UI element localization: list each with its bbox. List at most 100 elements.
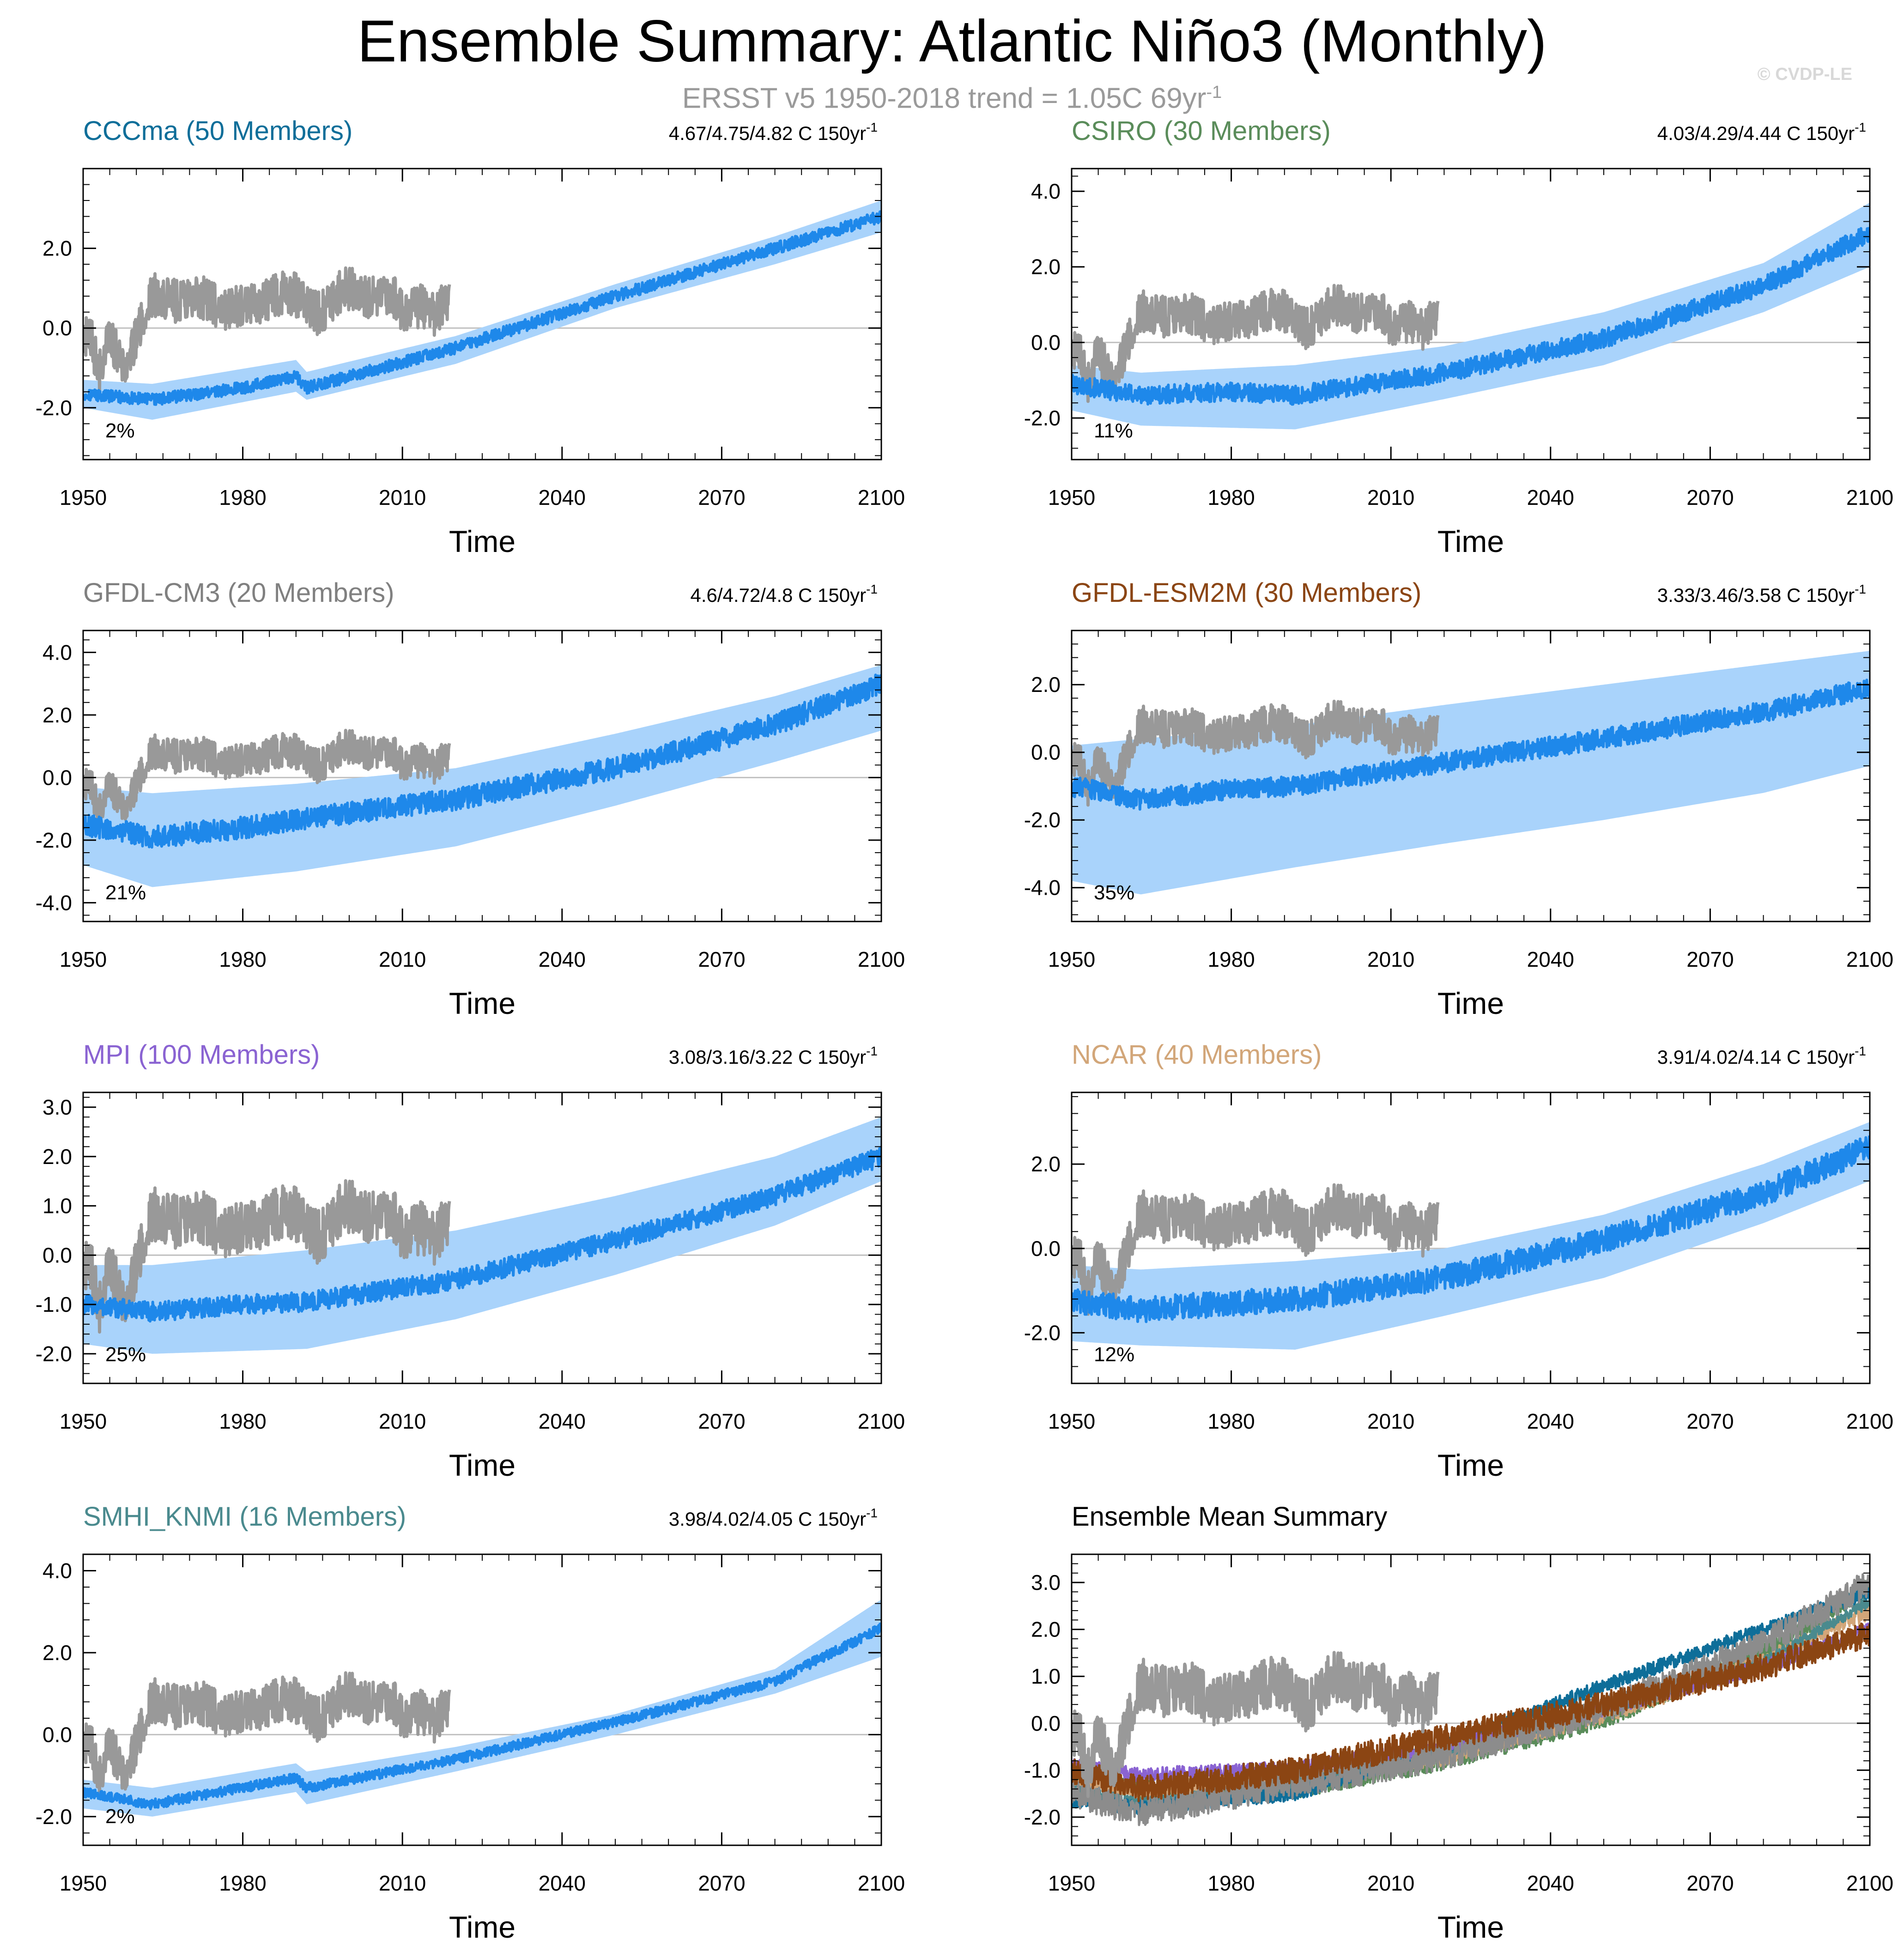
x-axis-label: Time bbox=[1437, 524, 1504, 558]
ensemble-mean-line bbox=[1072, 227, 1870, 406]
x-tick-label: 1980 bbox=[1207, 947, 1255, 971]
trend-annotation: 3.08/3.16/3.22 C 150yr-1 bbox=[669, 1044, 878, 1068]
x-tick-label: 1980 bbox=[219, 485, 266, 509]
plot-area bbox=[1072, 1573, 1870, 1826]
ensemble-mean-line bbox=[1072, 679, 1870, 811]
x-tick-label: 2010 bbox=[1367, 1409, 1414, 1433]
plot-area bbox=[1072, 651, 1870, 895]
x-tick-label: 2070 bbox=[698, 1409, 745, 1433]
y-tick-label: -2.0 bbox=[1024, 406, 1061, 430]
y-tick-label: 2.0 bbox=[1031, 673, 1061, 697]
ensemble-spread-band bbox=[1072, 651, 1870, 895]
observations-line bbox=[1072, 284, 1440, 403]
y-tick-label: 1.0 bbox=[1031, 1664, 1061, 1688]
ensemble-mean-line bbox=[83, 1147, 881, 1323]
panel-title: NCAR (40 Members) bbox=[1072, 1040, 1322, 1070]
ensemble-spread-band bbox=[83, 1117, 881, 1354]
x-tick-label: 2070 bbox=[698, 1871, 745, 1895]
x-tick-label: 2010 bbox=[379, 1409, 426, 1433]
subtitle-exponent: -1 bbox=[1206, 83, 1222, 102]
x-tick-label: 2100 bbox=[1846, 1409, 1893, 1433]
chart-panel-5: -2.0 0.0 2.0 1950 1980 2010 2040 2070 2100 Time NC… bbox=[1024, 1040, 1893, 1482]
y-tick-label: 0.0 bbox=[1031, 1237, 1061, 1261]
x-tick-label: 2010 bbox=[379, 947, 426, 971]
x-tick-label: 1950 bbox=[1048, 947, 1095, 971]
x-tick-label: 2100 bbox=[1846, 1871, 1893, 1895]
y-tick-label: -2.0 bbox=[1024, 1805, 1061, 1829]
y-tick-label: 2.0 bbox=[1031, 255, 1061, 279]
y-tick-label: 0.0 bbox=[42, 765, 72, 789]
panel-title: CSIRO (30 Members) bbox=[1072, 116, 1331, 146]
observations-line bbox=[83, 1671, 451, 1800]
y-tick-label: -1.0 bbox=[1024, 1758, 1061, 1782]
percentage-annotation: 2% bbox=[105, 419, 135, 442]
ensemble-mean-line bbox=[1072, 1135, 1870, 1323]
figure-subtitle: ERSST v5 1950-2018 trend = 1.05C 69yr-1 bbox=[0, 74, 1904, 117]
panel-title: SMHI_KNMI (16 Members) bbox=[83, 1502, 406, 1532]
x-tick-label: 2100 bbox=[1846, 485, 1893, 509]
x-tick-label: 2070 bbox=[1686, 1871, 1734, 1895]
x-tick-label: 1950 bbox=[1048, 1871, 1095, 1895]
panel-title: MPI (100 Members) bbox=[83, 1040, 320, 1070]
x-tick-label: 2010 bbox=[1367, 1871, 1414, 1895]
x-axis-label: Time bbox=[449, 1910, 515, 1944]
y-tick-label: -2.0 bbox=[36, 1805, 72, 1829]
trend-annotation: 3.91/4.02/4.14 C 150yr-1 bbox=[1657, 1044, 1866, 1068]
x-tick-label: 2070 bbox=[698, 485, 745, 509]
y-tick-label: 0.0 bbox=[42, 316, 72, 340]
y-tick-label: 0.0 bbox=[1031, 330, 1061, 354]
ensemble-spread-band bbox=[83, 1599, 881, 1817]
x-tick-label: 2100 bbox=[858, 1871, 905, 1895]
x-tick-label: 2040 bbox=[539, 947, 586, 971]
y-tick-label: -4.0 bbox=[36, 891, 72, 915]
x-tick-label: 2010 bbox=[1367, 485, 1414, 509]
panel-title: CCCma (50 Members) bbox=[83, 116, 352, 146]
x-tick-label: 1980 bbox=[1207, 1409, 1255, 1433]
y-tick-label: -4.0 bbox=[1024, 876, 1061, 900]
x-tick-label: 1950 bbox=[60, 1871, 107, 1895]
x-tick-label: 2040 bbox=[1527, 1871, 1574, 1895]
y-tick-label: 2.0 bbox=[42, 236, 72, 261]
x-tick-label: 1980 bbox=[219, 947, 266, 971]
percentage-annotation: 25% bbox=[105, 1343, 146, 1366]
x-tick-label: 1950 bbox=[1048, 1409, 1095, 1433]
x-tick-label: 2100 bbox=[1846, 947, 1893, 971]
x-tick-label: 2040 bbox=[539, 485, 586, 509]
x-axis-label: Time bbox=[449, 986, 515, 1020]
chart-panel-0: -2.0 0.0 2.0 1950 1980 2010 2040 2070 2100 Time CC… bbox=[36, 116, 905, 558]
ensemble-mean-line bbox=[83, 673, 881, 849]
x-axis-label: Time bbox=[1437, 1910, 1504, 1944]
plot-area bbox=[83, 200, 881, 420]
y-tick-label: 3.0 bbox=[42, 1095, 72, 1119]
trend-annotation: 4.03/4.29/4.44 C 150yr-1 bbox=[1657, 120, 1866, 144]
x-tick-label: 2100 bbox=[858, 485, 905, 509]
percentage-annotation: 12% bbox=[1094, 1343, 1134, 1366]
ensemble-spread-band bbox=[1072, 202, 1870, 430]
percentage-annotation: 21% bbox=[105, 881, 146, 904]
observations-line bbox=[1072, 1183, 1440, 1316]
x-tick-label: 1950 bbox=[1048, 485, 1095, 509]
percentage-annotation: 35% bbox=[1094, 881, 1134, 904]
trend-annotation: 3.98/4.02/4.05 C 150yr-1 bbox=[669, 1506, 878, 1530]
figure-title: Ensemble Summary: Atlantic Niño3 (Monthl… bbox=[357, 8, 1547, 74]
x-tick-label: 2070 bbox=[1686, 1409, 1734, 1433]
chart-panel-2: -4.0 -2.0 0.0 2.0 4.0 1950 1980 2010 2040 2070 210… bbox=[36, 578, 905, 1020]
chart-panel-7: -2.0 -1.0 0.0 1.0 2.0 3.0 1950 1980 2010 2040 2070… bbox=[1024, 1502, 1893, 1944]
panel-title: GFDL-ESM2M (30 Members) bbox=[1072, 578, 1421, 608]
y-tick-label: 0.0 bbox=[1031, 740, 1061, 764]
x-tick-label: 2040 bbox=[539, 1871, 586, 1895]
panel-title: GFDL-CM3 (20 Members) bbox=[83, 578, 394, 608]
x-tick-label: 2010 bbox=[379, 485, 426, 509]
y-tick-label: 1.0 bbox=[42, 1194, 72, 1218]
observations-line bbox=[83, 728, 451, 828]
x-tick-label: 2100 bbox=[858, 1409, 905, 1433]
x-tick-label: 2040 bbox=[1527, 947, 1574, 971]
observations-line bbox=[83, 266, 451, 392]
model-mean-line-gfdl-esm2m bbox=[1072, 1622, 1870, 1802]
y-tick-label: -2.0 bbox=[36, 828, 72, 852]
plot-area bbox=[1072, 202, 1870, 430]
x-tick-label: 2070 bbox=[1686, 485, 1734, 509]
x-tick-label: 2040 bbox=[539, 1409, 586, 1433]
ensemble-spread-band bbox=[83, 200, 881, 420]
